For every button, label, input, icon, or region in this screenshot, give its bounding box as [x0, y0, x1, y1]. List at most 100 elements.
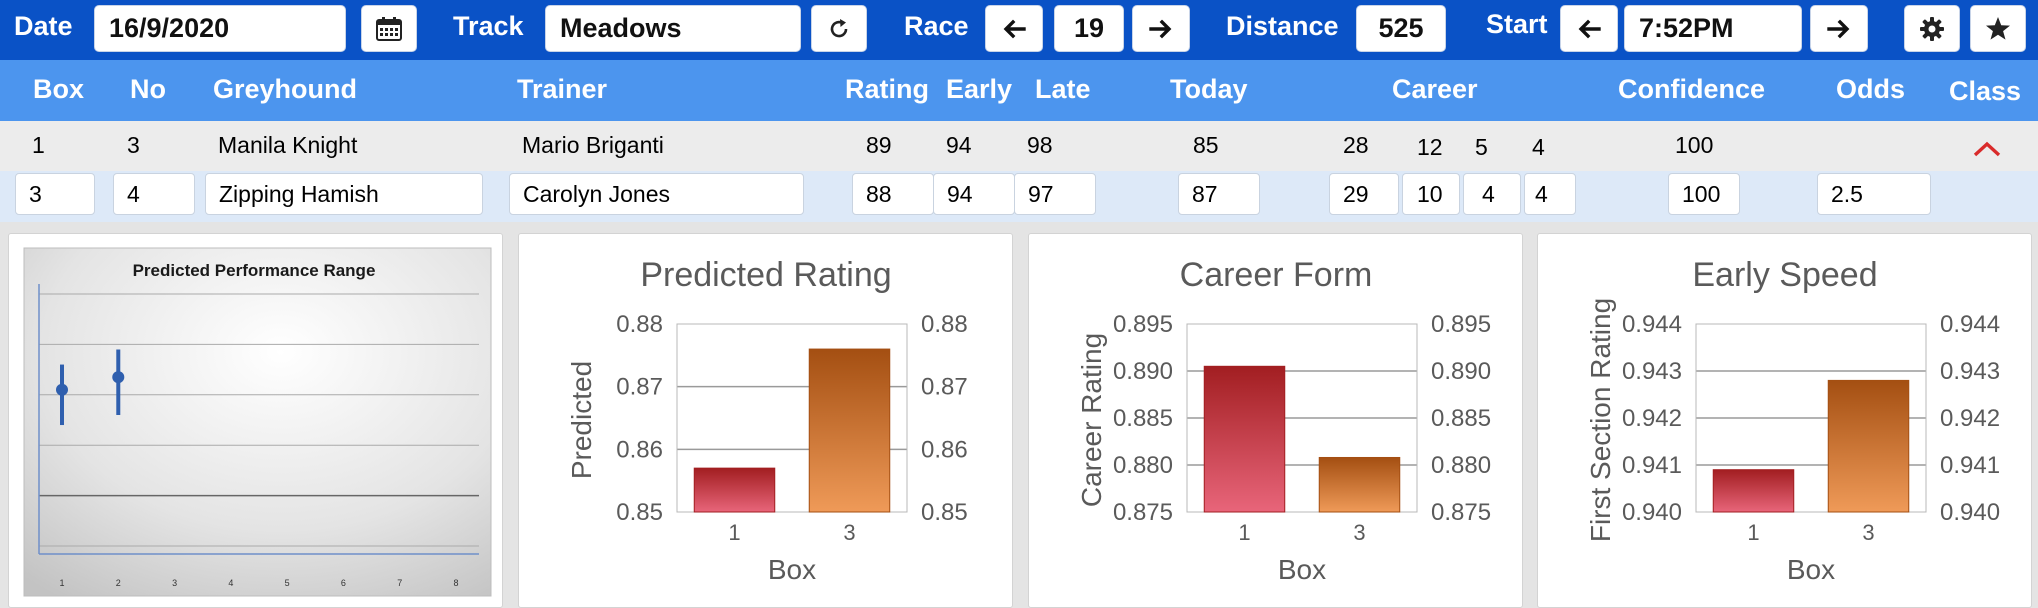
start-next-button[interactable] [1810, 5, 1868, 52]
y-tick-label: 0.880 [1113, 452, 1173, 479]
bar [808, 348, 891, 513]
col-header-trainer[interactable]: Trainer [517, 74, 608, 104]
track-input[interactable]: Meadows [545, 5, 801, 52]
y2-tick-label: 0.943 [1940, 358, 2000, 385]
col-header-confidence[interactable]: Confidence [1618, 74, 1766, 104]
start-time-input[interactable]: 7:52PM [1624, 5, 1802, 52]
track-label: Track [453, 11, 524, 41]
start-label: Start [1486, 9, 1548, 39]
y-axis-label: First Section Rating [1585, 298, 1616, 542]
y-tick-label: 0.87 [616, 374, 663, 401]
arrow-right-icon [1149, 19, 1172, 38]
race-label: Race [904, 11, 969, 41]
y2-tick-label: 0.85 [921, 499, 968, 526]
calendar-icon [376, 16, 402, 41]
data-point [56, 383, 68, 396]
col-header-box[interactable]: Box [33, 74, 85, 104]
race-prev-button[interactable] [985, 5, 1043, 52]
arrow-right-icon [1827, 19, 1850, 38]
refresh-button[interactable] [811, 5, 867, 52]
row1-trainer: Mario Briganti [522, 132, 664, 158]
favorite-button[interactable] [1970, 5, 2026, 52]
y-tick-label: 0.895 [1113, 311, 1173, 338]
race-next-button[interactable] [1132, 5, 1190, 52]
bar [1318, 456, 1401, 513]
distance-input[interactable]: 525 [1356, 5, 1446, 52]
row2-box-input[interactable]: 3 [15, 173, 95, 215]
settings-button[interactable] [1904, 5, 1960, 52]
y-tick-label: 0.885 [1113, 405, 1173, 432]
y2-tick-label: 0.942 [1940, 405, 2000, 432]
y-tick-label: 0.944 [1622, 311, 1682, 338]
row2-career-seconds-input[interactable]: 4 [1463, 173, 1521, 215]
row1-career-thirds: 4 [1532, 134, 1545, 160]
col-header-no[interactable]: No [130, 74, 166, 104]
y-tick-label: 0.943 [1622, 358, 1682, 385]
bar [1203, 365, 1286, 513]
date-label: Date [14, 11, 73, 41]
row2-no-input[interactable]: 4 [113, 173, 195, 215]
x-tick-label: 1 [1238, 520, 1250, 545]
y-tick-label: 0.940 [1622, 499, 1682, 526]
plot-frame [676, 323, 908, 513]
row1-today: 85 [1193, 132, 1219, 158]
bar [1712, 469, 1795, 513]
col-header-odds[interactable]: Odds [1836, 74, 1906, 104]
col-header-class[interactable]: Class [1949, 76, 2022, 106]
start-prev-button[interactable] [1560, 5, 1618, 52]
chart-title: Career Form [1180, 256, 1373, 294]
row1-early: 94 [946, 132, 972, 158]
row1-no: 3 [127, 132, 140, 158]
row2-late-input[interactable]: 97 [1014, 173, 1096, 215]
y-axis-label: Predicted [566, 361, 597, 479]
row2-career-wins-input[interactable]: 10 [1402, 173, 1460, 215]
x-tick-label: 1 [728, 520, 740, 545]
y2-tick-label: 0.86 [921, 436, 968, 463]
row2-confidence-input[interactable]: 100 [1668, 173, 1740, 215]
col-header-career[interactable]: Career [1392, 74, 1478, 104]
col-header-rating[interactable]: Rating [845, 74, 929, 104]
row2-career-thirds-input[interactable]: 4 [1524, 173, 1576, 215]
row1-career-seconds: 5 [1475, 134, 1488, 160]
early-speed-chart: Early Speed 0.944 0.944 0.943 0.943 0.942 0.94… [1585, 256, 2000, 585]
chart-title: Predicted Performance Range [133, 261, 376, 280]
early-speed-panel: Early Speed 0.944 0.944 0.943 0.943 0.942 0.94… [1537, 233, 2032, 608]
data-point [112, 371, 125, 384]
x-tick-label: 2 [116, 578, 121, 588]
chevron-up-icon[interactable] [1972, 140, 2002, 158]
table-row[interactable] [0, 121, 2038, 171]
row1-rating: 89 [866, 132, 892, 158]
col-header-early[interactable]: Early [946, 74, 1013, 104]
col-header-late[interactable]: Late [1035, 74, 1091, 104]
bar [693, 467, 776, 513]
y-tick-label: 0.890 [1113, 358, 1173, 385]
x-tick-label: 3 [1353, 520, 1365, 545]
x-tick-label: 5 [285, 578, 290, 588]
date-input[interactable]: 16/9/2020 [94, 5, 346, 52]
x-tick-label: 7 [397, 578, 402, 588]
y-tick-label: 0.88 [616, 311, 663, 338]
col-header-greyhound[interactable]: Greyhound [213, 74, 358, 104]
row2-today-input[interactable]: 87 [1178, 173, 1260, 215]
row2-trainer-input[interactable]: Carolyn Jones [509, 173, 804, 215]
calendar-button[interactable] [361, 5, 417, 52]
gear-icon [1920, 16, 1944, 41]
row1-box: 1 [32, 132, 45, 158]
y2-tick-label: 0.88 [921, 311, 968, 338]
row2-odds-input[interactable]: 2.5 [1817, 173, 1931, 215]
distance-label: Distance [1226, 11, 1339, 41]
row2-greyhound-input[interactable]: Zipping Hamish [205, 173, 483, 215]
chart-title: Predicted Rating [640, 256, 891, 294]
x-tick-label: 1 [59, 578, 64, 588]
x-tick-label: 6 [341, 578, 346, 588]
y-axis-label: Career Rating [1076, 333, 1107, 507]
y2-tick-label: 0.941 [1940, 452, 2000, 479]
row2-early-input[interactable]: 94 [933, 173, 1015, 215]
career-form-chart: Career Form 0.895 0.895 0.890 0.890 0.885 0.88… [1076, 256, 1491, 585]
race-number-input[interactable]: 19 [1054, 5, 1124, 52]
col-header-today[interactable]: Today [1170, 74, 1248, 104]
row2-rating-input[interactable]: 88 [852, 173, 934, 215]
row2-career-starts-input[interactable]: 29 [1329, 173, 1399, 215]
y2-tick-label: 0.890 [1431, 358, 1491, 385]
arrow-left-icon [1578, 19, 1601, 38]
